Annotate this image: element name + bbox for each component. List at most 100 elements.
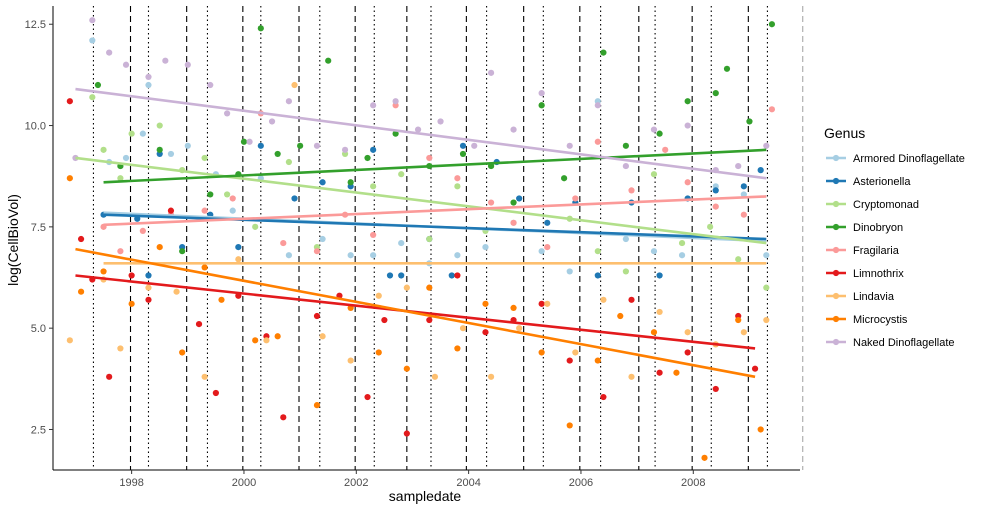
data-point — [106, 49, 113, 56]
data-point — [173, 288, 180, 295]
data-point — [510, 126, 517, 133]
data-point — [678, 252, 686, 259]
data-point — [184, 61, 191, 68]
legend-item: Lindavia — [826, 291, 895, 303]
data-point — [285, 252, 292, 259]
y-tick-label: 5.0 — [31, 323, 46, 335]
data-point — [487, 69, 495, 76]
data-point — [235, 244, 242, 251]
series-points — [94, 21, 776, 255]
legend-label: Naked Dinoflagellate — [853, 337, 955, 349]
data-point — [600, 393, 607, 401]
data-point — [319, 333, 326, 340]
data-point — [156, 244, 163, 251]
data-point — [622, 142, 629, 149]
data-point — [167, 207, 175, 214]
data-point — [622, 235, 629, 243]
data-point — [482, 329, 489, 336]
series-points — [72, 17, 770, 174]
data-point — [89, 37, 96, 44]
legend-key-point — [832, 200, 840, 208]
data-point — [763, 142, 770, 149]
legend-label: Lindavia — [853, 291, 895, 303]
data-point — [285, 158, 292, 166]
data-point — [538, 300, 545, 307]
data-point — [454, 345, 461, 352]
data-point — [398, 171, 405, 178]
legend-item: Fragilaria — [826, 245, 900, 257]
data-point — [139, 227, 146, 235]
x-tick-label: 2004 — [456, 477, 480, 489]
data-point — [650, 248, 658, 255]
data-point — [566, 268, 573, 275]
y-tick-label: 2.5 — [31, 424, 46, 436]
data-point — [673, 369, 680, 376]
data-point — [628, 373, 635, 380]
data-point — [291, 81, 298, 89]
legend-item: Microcystis — [826, 314, 908, 326]
data-point — [510, 199, 517, 206]
y-tick-label: 7.5 — [31, 222, 46, 234]
trend-line — [103, 195, 767, 227]
data-point — [145, 272, 152, 279]
data-point — [566, 142, 573, 149]
data-point — [763, 316, 770, 324]
legend-key-point — [832, 292, 840, 300]
data-point — [684, 179, 691, 186]
legend-key-point — [832, 246, 840, 254]
data-point — [285, 98, 292, 105]
data-point — [246, 138, 253, 145]
data-point — [437, 118, 444, 125]
x-axis-title: sampledate — [389, 488, 462, 504]
data-point — [122, 154, 130, 162]
legend-key-point — [832, 269, 840, 277]
data-point — [403, 284, 410, 291]
data-point — [77, 288, 85, 295]
data-point — [364, 154, 371, 162]
data-point — [201, 264, 208, 271]
data-point — [482, 244, 489, 251]
data-point — [538, 102, 545, 109]
data-point — [684, 98, 691, 105]
series-points — [100, 102, 776, 255]
data-point — [201, 154, 208, 162]
data-point — [561, 175, 568, 182]
data-point — [145, 284, 152, 291]
data-point — [650, 329, 658, 336]
data-point — [594, 272, 601, 279]
legend-item: Cryptomonad — [826, 199, 919, 211]
data-point — [768, 106, 776, 113]
legend-title: Genus — [824, 125, 865, 141]
data-point — [375, 349, 382, 356]
data-point — [454, 183, 461, 190]
data-point — [459, 325, 467, 332]
data-point — [431, 373, 439, 380]
data-point — [746, 118, 753, 125]
data-point — [139, 130, 146, 137]
data-point — [622, 268, 629, 275]
data-point — [740, 191, 747, 198]
y-tick-label: 10.0 — [25, 121, 46, 133]
data-point — [201, 207, 208, 214]
data-point — [662, 146, 669, 153]
data-point — [740, 183, 747, 190]
data-point — [398, 272, 405, 279]
data-point — [156, 146, 163, 153]
data-point — [398, 239, 405, 247]
data-point — [128, 300, 135, 307]
series-points — [89, 94, 770, 291]
data-point — [538, 90, 545, 97]
data-point — [370, 102, 377, 109]
data-point — [617, 312, 624, 320]
data-point — [487, 373, 495, 380]
data-point — [252, 223, 259, 230]
data-point — [218, 296, 225, 303]
data-point — [763, 252, 770, 259]
x-tick-label: 2000 — [232, 477, 256, 489]
data-point — [381, 316, 388, 324]
data-point — [544, 300, 551, 307]
legend-label: Limnothrix — [853, 268, 904, 280]
data-point — [701, 454, 708, 461]
data-point — [454, 252, 461, 259]
legend: Genus Armored Dinoflagellate Asterionella… — [824, 125, 965, 349]
